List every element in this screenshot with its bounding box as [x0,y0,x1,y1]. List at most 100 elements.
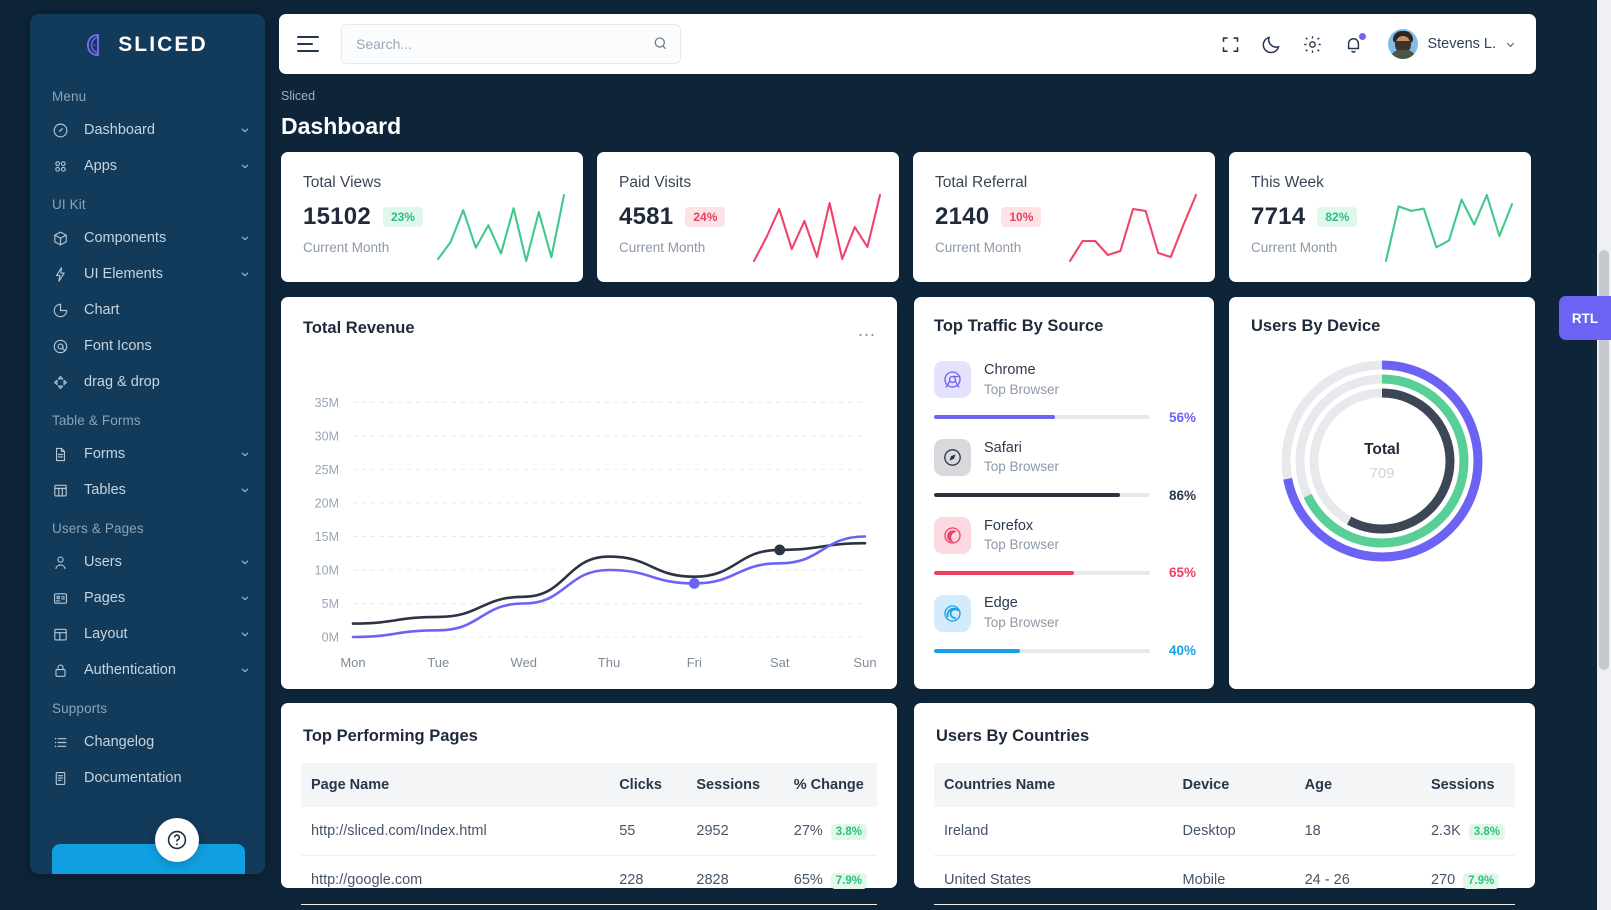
table-cell: 270 7.9% [1420,855,1515,905]
traffic-progress-fill [934,415,1055,420]
sidebar-item-layout[interactable]: Layout [30,616,265,652]
column-header[interactable]: Sessions [686,763,784,807]
sidebar-item-label: Apps [84,158,118,174]
chevron-down-icon[interactable] [239,664,251,676]
traffic-source-row: Chrome Top Browser 56% [934,361,1196,425]
table-row[interactable]: United States Mobile 24 - 26 270 7.9% [934,855,1515,905]
users-by-countries-card: Users By Countries Countries Name Device A… [914,703,1535,905]
search-input[interactable] [341,24,681,64]
table-row[interactable]: Ireland Desktop 18 2.3K 3.8% [934,807,1515,856]
table-icon [52,481,73,499]
search-icon[interactable] [652,35,669,52]
user-icon [52,553,73,571]
stat-value: 15102 [303,203,371,230]
card-title: Top Traffic By Source [934,317,1104,335]
donut-center-label: Total [1364,440,1400,458]
chevron-down-icon[interactable] [239,268,251,280]
table-cell: 228 [609,855,687,905]
stat-subtitle: Current Month [303,240,390,255]
hamburger-icon[interactable] [297,32,325,56]
lock-icon [52,661,73,679]
stat-title: Total Views [303,174,382,191]
traffic-percent: 40% [1168,643,1196,659]
sidebar-item-dashboard[interactable]: Dashboard [30,112,265,148]
fullscreen-icon[interactable] [1220,34,1241,55]
chevron-down-icon[interactable] [239,484,251,496]
card-title: Top Performing Pages [303,727,478,745]
sidebar-item-drag-drop[interactable]: drag & drop [30,364,265,400]
avatar [1388,29,1419,59]
sidebar-item-label: Components [84,230,167,246]
chevron-down-icon[interactable] [239,160,251,172]
sidebar-item-chart[interactable]: Chart [30,292,265,328]
gauge-icon [52,121,73,139]
table-row[interactable]: http://sliced.com/Index.html 55 2952 27% 3.8… [301,807,877,856]
stat-value: 7714 [1251,203,1306,230]
page-scrollbar[interactable] [1597,0,1611,910]
chevron-down-icon[interactable] [239,628,251,640]
table-header-row: Countries Name Device Age Sessions [934,763,1515,807]
chevron-down-icon[interactable] [239,124,251,136]
column-header[interactable]: Device [1172,763,1295,807]
sidebar-caption-supports: Supports [52,701,108,716]
stat-value: 4581 [619,203,674,230]
sidebar-item-users[interactable]: Users [30,544,265,580]
traffic-progress-track [934,648,1150,653]
sidebar-item-pages[interactable]: Pages [30,580,265,616]
page-title: Dashboard [281,113,402,139]
traffic-progress-track [934,570,1150,575]
sidebar-item-components[interactable]: Components [30,220,265,256]
scrollbar-thumb[interactable] [1599,250,1609,670]
stat-card: This Week 7714 82% Current Month [1229,152,1531,282]
sidebar-item-ui-elements[interactable]: UI Elements [30,256,265,292]
user-menu[interactable]: Stevens L. [1388,29,1516,59]
gear-settings-icon[interactable] [1302,34,1323,55]
traffic-percent: 65% [1168,565,1196,581]
brand-logo[interactable]: SLICED [30,14,265,76]
chevron-down-icon[interactable] [239,592,251,604]
chevron-down-icon[interactable] [1505,39,1516,50]
svg-text:20M: 20M [315,496,339,510]
sidebar-item-tables[interactable]: Tables [30,472,265,508]
chevron-down-icon[interactable] [239,556,251,568]
donut-center: Total 709 [1276,355,1488,567]
sidebar-nav: Menu Dashboard Apps UI Kit Components UI Elem… [30,76,265,796]
chevron-down-icon[interactable] [239,232,251,244]
sidebar-item-changelog[interactable]: Changelog [30,724,265,760]
svg-text:15M: 15M [315,530,339,544]
device-donut-chart: Total 709 [1276,355,1488,567]
sidebar-item-font-icons[interactable]: Font Icons [30,328,265,364]
column-header[interactable]: Age [1294,763,1421,807]
sidebar-item-label: Documentation [84,770,182,786]
moon-dark-mode-icon[interactable] [1261,34,1282,55]
column-header[interactable]: Countries Name [934,763,1173,807]
sidebar-item-documentation[interactable]: Documentation [30,760,265,796]
sidebar-item-apps[interactable]: Apps [30,148,265,184]
table-cell: 2952 [686,807,784,856]
sidebar-cta-banner[interactable] [52,844,245,874]
chevron-down-icon[interactable] [239,448,251,460]
question-circle-icon[interactable] [155,818,199,862]
traffic-source-name: Edge [984,595,1018,612]
stat-subtitle: Current Month [619,240,706,255]
column-header[interactable]: % Change [783,763,877,807]
svg-text:Wed: Wed [510,655,536,670]
stat-subtitle: Current Month [935,240,1022,255]
pages-table: Page Name Clicks Sessions% Change http://s… [301,763,877,905]
sidebar-item-forms[interactable]: Forms [30,436,265,472]
ellipsis-icon[interactable]: … [857,320,877,341]
sidebar-item-authentication[interactable]: Authentication [30,652,265,688]
column-header[interactable]: Clicks [609,763,687,807]
bell-notification-icon[interactable] [1343,32,1367,55]
rtl-toggle-button[interactable]: RTL [1559,296,1611,340]
countries-table: Countries Name Device Age Sessions Ireland D… [934,763,1515,905]
stat-title: This Week [1251,174,1324,191]
table-row[interactable]: http://google.com 228 2828 65% 7.9% [301,855,877,905]
svg-text:Mon: Mon [340,655,365,670]
column-header[interactable]: Page Name [301,763,610,807]
column-header[interactable]: Sessions [1420,763,1515,807]
id-card-icon [52,589,73,607]
revenue-line-chart: 0M 5M 10M 15M 20M 25M 30M 35M Mon Tue Wed Thu Fri Sat… [281,349,897,689]
svg-text:35M: 35M [315,396,339,410]
